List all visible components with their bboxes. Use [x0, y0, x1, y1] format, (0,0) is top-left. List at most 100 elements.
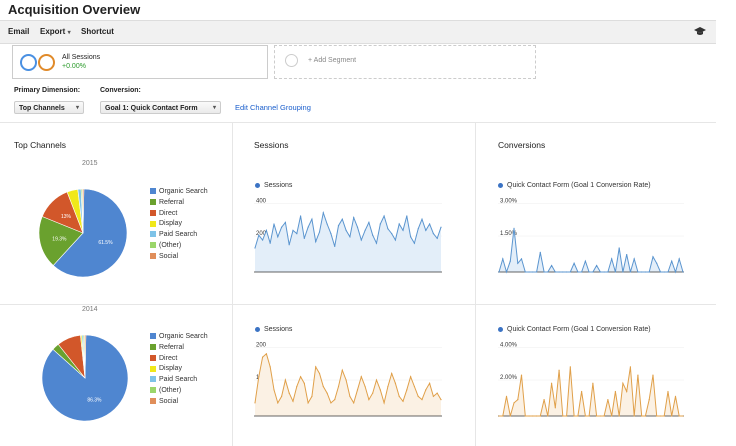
data-point[interactable] — [318, 372, 321, 375]
data-point[interactable] — [682, 415, 684, 417]
data-point[interactable] — [505, 395, 508, 397]
data-point[interactable] — [682, 271, 684, 273]
pie-slice-organic-search[interactable] — [52, 188, 128, 278]
data-point[interactable] — [550, 264, 553, 267]
data-point[interactable] — [629, 271, 632, 273]
data-point[interactable] — [524, 271, 526, 273]
data-point[interactable] — [421, 218, 423, 220]
data-point[interactable] — [502, 415, 504, 417]
data-point[interactable] — [626, 390, 628, 393]
data-point[interactable] — [383, 215, 385, 217]
data-point[interactable] — [273, 223, 275, 225]
graduation-cap-icon[interactable] — [694, 26, 706, 36]
data-point[interactable] — [417, 395, 419, 397]
data-point[interactable] — [387, 228, 389, 230]
data-point[interactable] — [391, 233, 393, 235]
data-point[interactable] — [505, 271, 508, 273]
data-point[interactable] — [577, 271, 579, 273]
data-point[interactable] — [554, 407, 556, 409]
data-point[interactable] — [288, 392, 290, 394]
data-point[interactable] — [532, 271, 534, 273]
data-point[interactable] — [379, 389, 381, 391]
data-point[interactable] — [543, 399, 545, 401]
data-point[interactable] — [618, 415, 620, 417]
data-point[interactable] — [573, 415, 575, 417]
data-point[interactable] — [573, 262, 575, 264]
data-point[interactable] — [261, 356, 264, 358]
data-point[interactable] — [261, 239, 264, 241]
data-point[interactable] — [425, 229, 427, 231]
data-point[interactable] — [413, 242, 416, 244]
data-point[interactable] — [383, 402, 385, 404]
data-point[interactable] — [402, 229, 404, 231]
data-point[interactable] — [565, 415, 568, 417]
data-point[interactable] — [299, 215, 302, 217]
data-point[interactable] — [596, 415, 598, 417]
data-point[interactable] — [644, 415, 647, 417]
data-point[interactable] — [614, 390, 617, 393]
data-point[interactable] — [368, 221, 370, 223]
data-point[interactable] — [440, 226, 442, 228]
data-point[interactable] — [337, 225, 340, 227]
data-point[interactable] — [614, 271, 617, 273]
data-point[interactable] — [648, 399, 650, 401]
legend-item[interactable]: (Other) — [150, 387, 181, 397]
data-point[interactable] — [539, 415, 541, 417]
data-point[interactable] — [603, 415, 605, 417]
add-segment-button[interactable]: + Add Segment — [274, 45, 536, 79]
data-point[interactable] — [622, 271, 624, 273]
data-point[interactable] — [509, 415, 511, 417]
data-point[interactable] — [641, 415, 643, 417]
legend-item[interactable]: Referral — [150, 199, 184, 209]
data-point[interactable] — [558, 271, 560, 273]
data-point[interactable] — [372, 234, 374, 236]
data-point[interactable] — [265, 353, 267, 355]
data-point[interactable] — [364, 229, 366, 231]
data-point[interactable] — [436, 392, 438, 394]
data-point[interactable] — [284, 379, 286, 381]
data-point[interactable] — [410, 376, 412, 378]
data-point[interactable] — [599, 415, 601, 417]
data-point[interactable] — [498, 271, 500, 273]
data-point[interactable] — [659, 271, 662, 273]
data-point[interactable] — [524, 415, 526, 417]
data-point[interactable] — [341, 218, 343, 220]
data-point[interactable] — [406, 215, 408, 217]
data-point[interactable] — [318, 231, 321, 233]
data-point[interactable] — [498, 415, 500, 417]
data-point[interactable] — [277, 236, 279, 238]
data-point[interactable] — [663, 271, 665, 273]
data-point[interactable] — [432, 233, 435, 235]
data-point[interactable] — [269, 242, 271, 244]
data-point[interactable] — [569, 366, 571, 368]
legend-item[interactable]: Display — [150, 220, 182, 230]
data-point[interactable] — [592, 382, 594, 384]
data-point[interactable] — [334, 399, 336, 401]
data-point[interactable] — [360, 376, 362, 378]
legend-item[interactable]: Organic Search — [150, 333, 208, 343]
data-point[interactable] — [622, 382, 624, 384]
data-point[interactable] — [671, 415, 673, 417]
data-point[interactable] — [254, 247, 256, 249]
data-point[interactable] — [611, 258, 613, 260]
data-point[interactable] — [577, 415, 579, 417]
data-point[interactable] — [667, 390, 669, 393]
data-point[interactable] — [648, 271, 650, 273]
edit-channel-grouping-link[interactable]: Edit Channel Grouping — [235, 103, 311, 112]
data-point[interactable] — [678, 415, 680, 417]
data-point[interactable] — [520, 258, 523, 260]
data-point[interactable] — [543, 271, 545, 273]
data-point[interactable] — [349, 395, 351, 397]
data-point[interactable] — [273, 389, 275, 391]
data-point[interactable] — [584, 415, 586, 417]
data-point[interactable] — [394, 239, 397, 241]
data-point[interactable] — [436, 237, 438, 239]
data-point[interactable] — [307, 226, 309, 228]
data-point[interactable] — [633, 415, 635, 417]
data-point[interactable] — [375, 379, 378, 381]
email-button[interactable]: Email — [8, 27, 30, 36]
data-point[interactable] — [532, 415, 534, 417]
primary-dimension-select[interactable]: Top Channels ▾ — [14, 101, 84, 114]
data-point[interactable] — [341, 369, 343, 371]
legend-item[interactable]: Direct — [150, 355, 177, 365]
